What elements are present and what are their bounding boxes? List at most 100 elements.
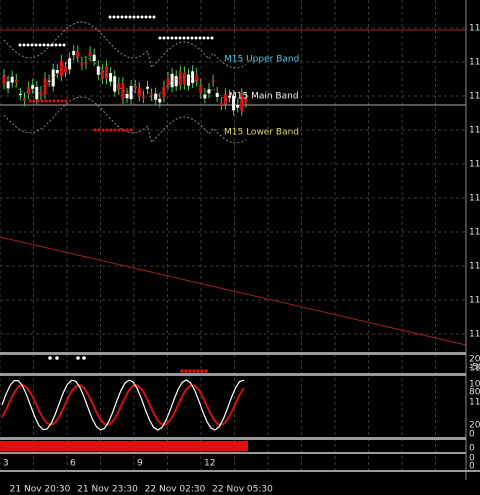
dot [50, 43, 54, 47]
candle-body [64, 67, 67, 73]
stoch-main [1, 379, 245, 431]
candle-body [121, 83, 125, 99]
dot [18, 43, 22, 47]
candle-body [47, 80, 51, 82]
price-label: 11 [469, 398, 480, 408]
candle-body [92, 54, 96, 61]
dot [22, 43, 26, 47]
signal-strip [0, 441, 248, 451]
candle-body [109, 73, 113, 82]
dot [56, 99, 60, 103]
stochastic-label: 80 [469, 388, 480, 398]
panel-label: 0 [469, 454, 475, 464]
dot [200, 369, 204, 373]
price-label: 11 [469, 296, 480, 306]
candle-body [236, 105, 240, 108]
dot [192, 369, 196, 373]
dot [166, 36, 170, 40]
candle-body [133, 86, 137, 89]
candle-body [219, 103, 223, 106]
candle-body [166, 78, 170, 85]
band-label: M15 Lower Band [224, 128, 299, 138]
price-label: 11 [469, 262, 480, 272]
dot [117, 128, 121, 132]
dot [108, 15, 112, 19]
price-label: 11 [469, 160, 480, 170]
price-label: 11 [469, 24, 480, 34]
candle-body [100, 70, 104, 79]
dot [182, 36, 186, 40]
candle-body [14, 79, 18, 83]
labels: 111111111111111111111111200-501008020000… [3, 24, 480, 495]
candle-body [141, 96, 145, 99]
dot [55, 356, 59, 360]
candle-body [158, 98, 162, 103]
candle-body [31, 85, 35, 89]
candle-body [55, 70, 59, 74]
dot [204, 369, 208, 373]
dot [101, 128, 105, 132]
main-band [3, 56, 247, 104]
dot [121, 128, 125, 132]
indicator-label: -50 [469, 363, 480, 373]
dot [46, 43, 50, 47]
candle-body [174, 76, 178, 87]
panel-separator [0, 470, 480, 472]
dot [40, 99, 44, 103]
panel-separator [0, 437, 466, 440]
stochastic-label: 0 [469, 430, 475, 440]
dot [120, 15, 124, 19]
dot [116, 15, 120, 19]
candle-body [113, 76, 117, 92]
dot [113, 128, 117, 132]
price-label: 11 [469, 194, 480, 204]
indicator-label: 200 [469, 355, 480, 365]
dot [30, 43, 34, 47]
dot [62, 43, 66, 47]
dot [188, 369, 192, 373]
dot [202, 36, 206, 40]
band-label: M15 Upper Band [224, 55, 299, 65]
candle-body [68, 58, 72, 70]
candle-body [18, 93, 22, 96]
candles [2, 15, 248, 373]
dot [132, 15, 136, 19]
dot [178, 36, 182, 40]
dot [48, 356, 52, 360]
candle-body [129, 86, 133, 100]
candle-body [59, 60, 63, 77]
dot [38, 43, 42, 47]
dot [190, 36, 194, 40]
stoch-signal [1, 383, 245, 427]
panel-separator [0, 373, 466, 376]
candle-body [154, 93, 158, 100]
dot [97, 128, 101, 132]
dot [76, 356, 80, 360]
time-label: 21 Nov 20:30 [10, 485, 71, 495]
dot [105, 128, 109, 132]
time-label: 21 Nov 23:30 [77, 485, 138, 495]
dot [140, 15, 144, 19]
bar-count: 6 [70, 459, 76, 469]
candle-body [125, 94, 129, 99]
candle-body [105, 66, 108, 80]
bar-count: 9 [137, 459, 143, 469]
candle-body [223, 94, 227, 105]
panel-label: 0 [469, 444, 475, 454]
dot [52, 99, 56, 103]
candle-body [228, 95, 231, 98]
dot [60, 99, 64, 103]
dot [93, 128, 97, 132]
stochastic-label: 100 [469, 380, 480, 390]
price-label: 11 [469, 126, 480, 136]
dot [180, 369, 184, 373]
price-label: 11 [469, 228, 480, 238]
dot [58, 43, 62, 47]
dot [162, 36, 166, 40]
candle-body [2, 75, 6, 84]
dot [152, 15, 156, 19]
candle-body [240, 94, 244, 111]
candle-body [195, 74, 199, 82]
